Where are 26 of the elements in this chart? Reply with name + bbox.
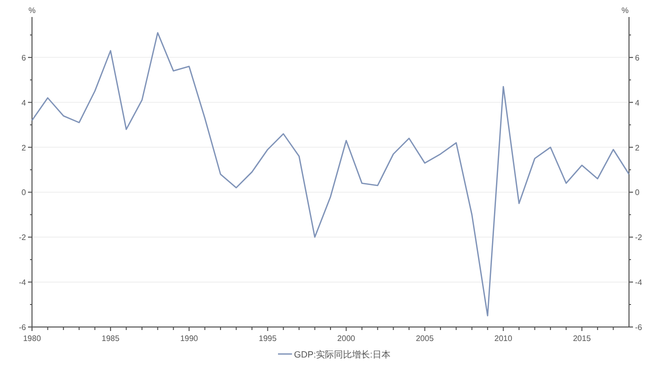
y-tick-label: -4 — [18, 278, 27, 288]
x-tick-label: 2000 — [337, 334, 356, 343]
y-tick-label: 4 — [22, 98, 27, 108]
y2-tick-label: -4 — [635, 278, 643, 288]
y2-tick-label: 6 — [635, 53, 640, 62]
x-tick-label: 1990 — [180, 334, 199, 343]
y-axis-title: % — [28, 6, 36, 15]
y2-tick-label: 2 — [635, 143, 640, 152]
y2-tick-label: 4 — [635, 98, 640, 108]
y2-tick-label: 0 — [635, 188, 640, 198]
x-tick-label: 2010 — [494, 334, 513, 343]
y-tick-label: 2 — [22, 143, 27, 152]
y2-tick-label: -6 — [635, 323, 643, 332]
y-tick-label: 6 — [22, 53, 27, 62]
line-series — [31, 32, 630, 316]
x-tick-label: 1995 — [258, 334, 278, 343]
x-tick-label: 2005 — [416, 334, 434, 343]
x-tick-label: 1985 — [102, 334, 120, 343]
x-tick-label: 1980 — [23, 334, 42, 343]
x-tick-label: 2015 — [572, 334, 592, 343]
y2-tick-label: -2 — [635, 233, 643, 242]
legend-label: GDP:实际同比增长:日本 — [294, 350, 391, 360]
y-tick-label: -2 — [18, 233, 27, 242]
y-tick-label: -6 — [18, 323, 27, 332]
y2-axis-title: % — [621, 6, 629, 15]
y-tick-label: 0 — [22, 188, 27, 198]
